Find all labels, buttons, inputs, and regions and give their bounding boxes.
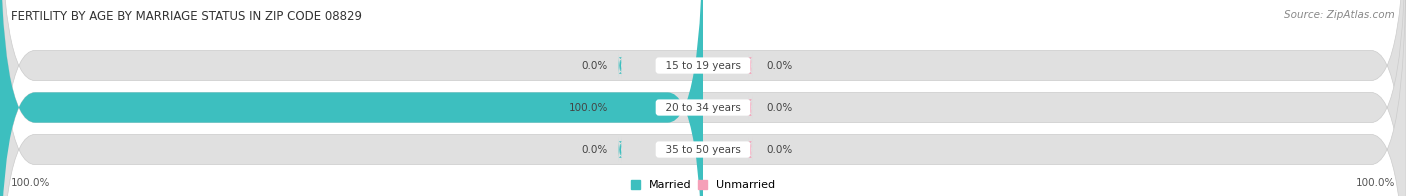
Text: 15 to 19 years: 15 to 19 years — [659, 61, 747, 71]
FancyBboxPatch shape — [748, 95, 752, 120]
Text: FERTILITY BY AGE BY MARRIAGE STATUS IN ZIP CODE 08829: FERTILITY BY AGE BY MARRIAGE STATUS IN Z… — [11, 10, 363, 23]
FancyBboxPatch shape — [619, 95, 621, 120]
FancyBboxPatch shape — [619, 53, 621, 78]
Text: Source: ZipAtlas.com: Source: ZipAtlas.com — [1284, 10, 1395, 20]
Text: 0.0%: 0.0% — [582, 61, 609, 71]
FancyBboxPatch shape — [619, 137, 621, 162]
FancyBboxPatch shape — [0, 0, 703, 196]
Text: 0.0%: 0.0% — [766, 61, 793, 71]
Text: 0.0%: 0.0% — [582, 144, 609, 154]
Text: 100.0%: 100.0% — [1355, 178, 1395, 188]
FancyBboxPatch shape — [748, 137, 752, 162]
Text: 20 to 34 years: 20 to 34 years — [659, 103, 747, 113]
Text: 100.0%: 100.0% — [568, 103, 609, 113]
Text: 35 to 50 years: 35 to 50 years — [659, 144, 747, 154]
Text: 0.0%: 0.0% — [766, 103, 793, 113]
Legend: Married, Unmarried: Married, Unmarried — [631, 180, 775, 191]
Text: 0.0%: 0.0% — [766, 144, 793, 154]
Text: 100.0%: 100.0% — [11, 178, 51, 188]
FancyBboxPatch shape — [748, 53, 752, 78]
